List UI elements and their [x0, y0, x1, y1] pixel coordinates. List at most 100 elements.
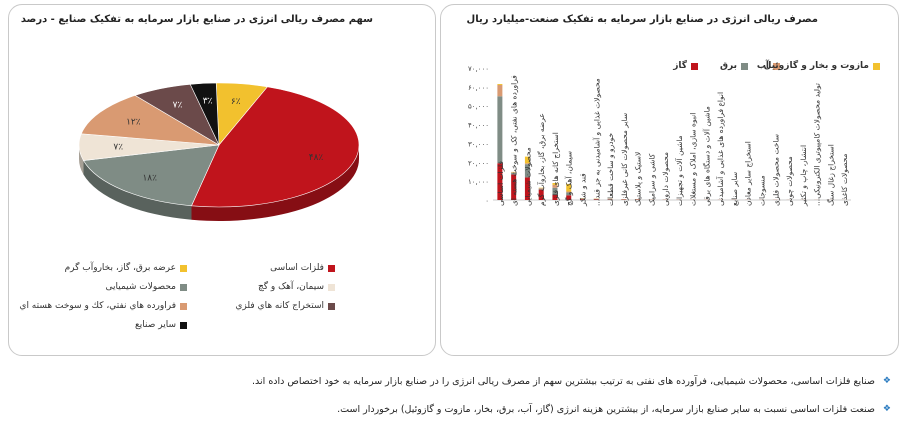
- y-tick-label: ۱۰,۰۰۰: [468, 178, 489, 186]
- bar-legend-item: برق: [720, 61, 748, 71]
- x-tick-label: ماشین آلات و تجهیزات: [674, 135, 684, 206]
- bar-segment: [580, 198, 585, 200]
- pie-legend-item: فراورده هاي نفتي، كك و سوخت هسته اي: [19, 301, 187, 311]
- bar-segment: [552, 184, 558, 188]
- legend-swatch: [691, 62, 698, 70]
- y-tick-label: ۰: [485, 197, 489, 205]
- bar-segment: [497, 84, 503, 85]
- x-tick-label: انتشار، چاپ و تکثیر: [799, 145, 808, 207]
- legend-swatch: [180, 283, 187, 291]
- bar-segment: [607, 199, 613, 200]
- x-tick-label: سایر صنایع: [730, 172, 739, 206]
- x-tick-label: ساخت محصولات فلزی: [771, 134, 780, 206]
- x-tick-label: کاشی و سرامیک: [647, 153, 656, 206]
- bar-segment: [538, 189, 544, 200]
- pie-legend-item: محصولات شیمیایی: [106, 282, 187, 292]
- legend-label: گاز: [673, 61, 687, 71]
- pie-legend-item: سایر صنایع: [135, 320, 187, 330]
- x-tick-label: انبوه سازی، املاک و مستغلات: [689, 113, 698, 206]
- pie-data-label: ۷٪: [113, 143, 123, 153]
- pie-slice-side: [79, 145, 84, 175]
- x-tick-label: محصولات چوبی: [785, 156, 794, 206]
- diamond-bullet-icon: ❖: [882, 376, 891, 386]
- bar-segment: [566, 192, 572, 196]
- y-tick-label: ۶۰,۰۰۰: [468, 84, 489, 92]
- legend-swatch: [180, 264, 187, 272]
- bar-chart-title: مصرف ریالی انرژی در صنایع بازار سرمایه ب…: [466, 14, 818, 25]
- x-tick-label: ماشین آلات و دستگاه های برقی: [701, 106, 711, 206]
- legend-swatch: [773, 62, 780, 70]
- pie-data-label: ۱۲٪: [126, 117, 141, 127]
- x-tick-label: تولید محصولات کامپیوتری الکترونیکی...: [813, 83, 822, 206]
- pie-slice: [191, 86, 360, 208]
- x-tick-label: لاستیک و پلاستیک: [634, 152, 643, 206]
- pie-chart-title: سهم مصرف ریالی انرژی در صنایع بازار سرما…: [20, 14, 373, 25]
- bar-segment: [524, 164, 530, 178]
- bar-chart-plot: ۰ ۱۰,۰۰۰ ۲۰,۰۰۰ ۳۰,۰۰۰ ۴۰,۰۰۰ ۵۰,۰۰۰ ۶۰,۰۰۰ ۷۰,…: [468, 65, 851, 207]
- pie-legend-item: عرضه برق، گاز، بخاروآب گرم: [65, 263, 187, 273]
- bar-segment: [524, 156, 530, 164]
- bar-segment: [566, 183, 572, 192]
- x-tick-label: سیمان، آهک و گچ: [564, 151, 574, 206]
- x-tick-label: منسوجات: [758, 175, 767, 206]
- bar-segment: [552, 183, 558, 185]
- legend-label: سایر صنایع: [134, 320, 176, 330]
- bar-segment: [511, 174, 517, 200]
- legend-swatch: [180, 321, 187, 329]
- y-tick-label: ۴۰,۰۰۰: [468, 122, 489, 130]
- bar-segment: [552, 187, 558, 195]
- y-tick-label: ۷۰,۰۰۰: [468, 65, 489, 73]
- x-tick-label: محصولات کاغذی: [840, 153, 849, 206]
- legend-swatch: [328, 283, 335, 291]
- bar-segment: [497, 84, 503, 97]
- pie-legend-item: سیمان، آهک و گچ: [258, 282, 335, 292]
- x-tick-label: محصولات دارویی: [661, 152, 670, 206]
- pie-data-label: ۳٪: [203, 97, 213, 107]
- y-tick-label: ۵۰,۰۰۰: [468, 103, 489, 111]
- bar-segment: [552, 194, 558, 200]
- pie-data-label: ۴۸٪: [309, 153, 324, 163]
- diamond-bullet-icon: ❖: [882, 404, 891, 414]
- pie-data-label: ۶٪: [231, 97, 241, 107]
- bar-segment: [566, 195, 572, 200]
- legend-label: سیمان، آهک و گچ: [257, 282, 324, 292]
- pie-chart-plot: ۶٪ ۴۸٪ ۱۸٪ ۷٪ ۱۲٪ ۷٪ ۳٪: [78, 82, 360, 221]
- bar-segment: [593, 198, 599, 200]
- pie-slice-side: [191, 145, 359, 221]
- legend-swatch: [873, 62, 880, 70]
- pie-legend-item: فلزات اساسی: [270, 263, 335, 273]
- x-tick-label: فلزات اساسی: [496, 161, 505, 206]
- legend-label: برق: [719, 61, 737, 71]
- x-tick-label: استخراج زغال سنگ: [826, 144, 835, 206]
- pie-data-label: ۷٪: [173, 100, 183, 110]
- bar-segment: [511, 172, 517, 175]
- legend-swatch: [180, 302, 187, 310]
- x-tick-label: انواع فراورده های غذایی و آشامیدنی: [715, 92, 725, 206]
- x-tick-label: استخراج سایر معادن: [744, 141, 753, 206]
- bar-segment: [538, 188, 544, 189]
- bar-segment: [538, 188, 544, 190]
- legend-label: محصولات شیمیایی: [105, 282, 176, 292]
- x-tick-label: محصولات غذایی و آشامیدنی به جز قند...: [591, 78, 601, 206]
- note-line-2: صنعت فلزات اساسی نسبت به سایر صنایع بازا…: [337, 404, 875, 415]
- pie-chart-panel: سهم مصرف ریالی انرژی در صنایع بازار سرما…: [8, 4, 436, 356]
- bar-segment: [524, 177, 530, 200]
- legend-swatch: [328, 302, 335, 310]
- pie-legend-item: استخراج كانه هاي فلزي: [235, 301, 335, 311]
- x-tick-label: خودرو و ساخت قطعات: [606, 132, 615, 206]
- legend-label: استخراج كانه هاي فلزي: [235, 301, 324, 311]
- legend-label: فراورده هاي نفتي، كك و سوخت هسته اي: [19, 301, 176, 311]
- bar-segment: [566, 191, 572, 193]
- bar-segment: [580, 199, 585, 200]
- legend-label: فلزات اساسی: [270, 263, 324, 273]
- x-tick-label: فراورده های نفتی، کک و سوخت هسته ای: [510, 75, 519, 206]
- x-tick-label: عرضه برق، گاز، بخاروآب گرم: [536, 113, 546, 206]
- legend-swatch: [328, 264, 335, 272]
- pie-slice: [82, 144, 220, 207]
- x-tick-label: سایر محصولات کانی غیرفلزی: [620, 113, 629, 206]
- pie-slice: [80, 95, 220, 146]
- pie-slice: [189, 82, 220, 146]
- legend-label: مازوت و بخار و گازوئیل: [763, 61, 869, 71]
- y-tick-label: ۳۰,۰۰۰: [468, 140, 489, 148]
- y-tick-label: ۲۰,۰۰۰: [468, 159, 489, 167]
